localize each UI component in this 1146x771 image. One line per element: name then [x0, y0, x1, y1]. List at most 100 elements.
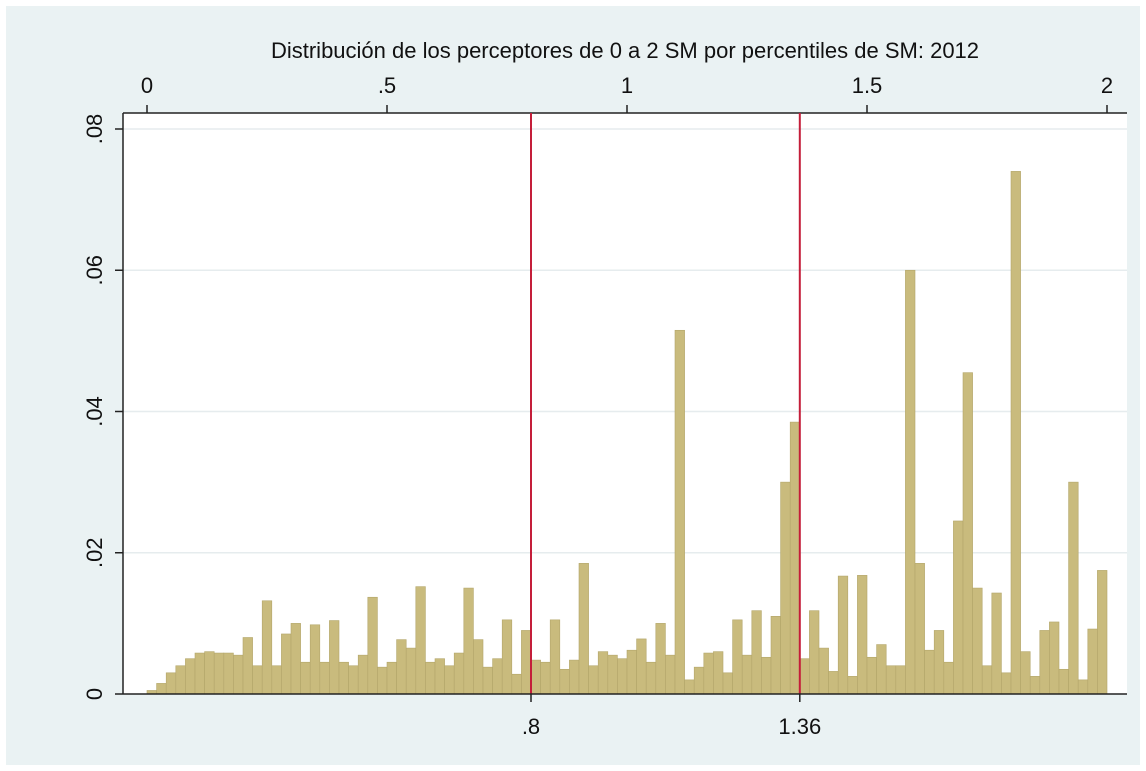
- bar: [857, 575, 868, 695]
- bar: [588, 665, 599, 695]
- x-tick-label: 0: [141, 73, 153, 98]
- chart-title: Distribución de los perceptores de 0 a 2…: [271, 38, 979, 63]
- bar: [962, 372, 973, 695]
- x-tick-label: 1.5: [852, 73, 883, 98]
- bar: [377, 666, 388, 695]
- bar: [972, 587, 983, 695]
- bar: [1097, 570, 1108, 695]
- bar: [1049, 621, 1060, 695]
- bar: [818, 647, 829, 695]
- bar: [703, 652, 714, 695]
- bar: [684, 679, 695, 695]
- y-tick-label: .06: [82, 255, 107, 286]
- bar: [223, 652, 234, 695]
- bar: [473, 639, 484, 695]
- bar: [1029, 676, 1041, 695]
- bar: [156, 683, 167, 695]
- x-tick-label: .8: [522, 714, 540, 739]
- x-tick-label: 2: [1101, 73, 1113, 98]
- bar: [933, 630, 945, 695]
- bar: [770, 616, 781, 695]
- bar: [405, 647, 417, 695]
- bar: [722, 672, 733, 695]
- bar: [319, 661, 330, 695]
- bar: [434, 658, 445, 695]
- bar: [540, 661, 551, 695]
- bar: [799, 658, 810, 695]
- bar: [281, 633, 292, 695]
- bar: [261, 600, 273, 695]
- bar: [943, 661, 954, 695]
- bar: [924, 649, 935, 695]
- x-tick-label: 1: [621, 73, 633, 98]
- bar: [242, 637, 253, 695]
- bar: [309, 624, 321, 695]
- bar: [713, 651, 724, 695]
- bar: [444, 665, 455, 695]
- bar: [1058, 668, 1069, 695]
- bar: [905, 269, 916, 695]
- x-tick-label: .5: [378, 73, 396, 98]
- bar: [492, 658, 503, 695]
- bar: [185, 658, 196, 695]
- bar: [213, 652, 225, 695]
- bar: [290, 623, 301, 695]
- bar: [837, 575, 849, 695]
- bar: [453, 652, 465, 695]
- bar: [348, 665, 359, 695]
- bar: [338, 661, 349, 695]
- bar: [482, 666, 493, 695]
- bar: [530, 659, 541, 695]
- bar: [981, 665, 993, 695]
- bar: [991, 592, 1002, 695]
- bar: [329, 620, 340, 695]
- bar: [463, 587, 474, 695]
- bar: [789, 421, 801, 695]
- bar: [396, 639, 407, 695]
- bar: [1001, 672, 1012, 695]
- bar: [1068, 481, 1079, 695]
- bar: [300, 661, 311, 695]
- bar: [559, 668, 570, 695]
- bar: [914, 563, 925, 695]
- bar: [569, 659, 580, 695]
- bar: [732, 619, 743, 695]
- bar: [828, 671, 839, 695]
- bar: [367, 596, 378, 695]
- bar: [1020, 651, 1031, 695]
- bar: [636, 638, 647, 695]
- bar: [386, 661, 397, 695]
- y-tick-label: .08: [82, 114, 107, 145]
- bar: [866, 656, 877, 695]
- bar: [885, 665, 897, 695]
- bar: [741, 654, 753, 695]
- bar: [1039, 630, 1050, 695]
- bar: [425, 661, 436, 695]
- bar: [252, 665, 263, 695]
- bar: [761, 656, 772, 695]
- bar: [511, 673, 522, 695]
- y-tick-label: .04: [82, 396, 107, 427]
- bar: [626, 649, 637, 695]
- bar: [175, 665, 186, 695]
- bar: [204, 651, 215, 695]
- bar: [655, 623, 666, 695]
- bar: [645, 661, 657, 695]
- bar: [953, 520, 964, 695]
- bar: [617, 658, 628, 695]
- bar: [674, 329, 685, 695]
- bar: [809, 610, 820, 695]
- bar: [895, 665, 906, 695]
- bar: [1077, 679, 1089, 695]
- bar: [597, 651, 609, 695]
- bar: [751, 610, 762, 695]
- bar: [607, 654, 618, 695]
- bar: [271, 665, 282, 695]
- bar: [415, 586, 426, 695]
- bar: [847, 676, 858, 695]
- bar: [578, 563, 589, 695]
- y-tick-label: .02: [82, 537, 107, 568]
- bar: [1010, 171, 1021, 695]
- bar: [693, 666, 705, 695]
